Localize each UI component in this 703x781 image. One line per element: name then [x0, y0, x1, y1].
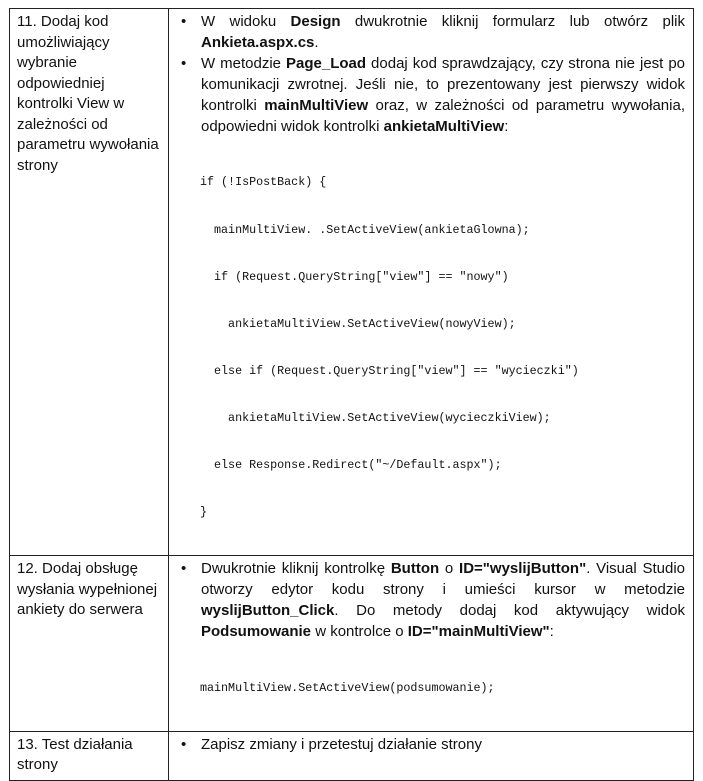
bold-run: Design: [290, 13, 341, 30]
bullet-icon: •: [181, 13, 187, 30]
text-run: w kontrolce o: [311, 623, 408, 641]
instructions-table: 11. Dodaj kod umożliwiający wybranie odp…: [9, 7, 694, 781]
text-run: Zapisz zmiany i przetestuj działanie str…: [201, 735, 482, 753]
bullet-icon: •: [181, 55, 187, 72]
text-run: W widoku: [201, 13, 291, 30]
text-run: :: [504, 118, 509, 135]
text-run: W metodzie: [201, 55, 287, 72]
bold-run: Ankieta.aspx.cs: [201, 34, 315, 51]
table-row: 13. Test działania strony • Zapisz zmiany…: [9, 730, 694, 781]
text-run: Dwukrotnie kliknij kontrolkę: [201, 560, 391, 578]
bold-run: mainMultiView: [264, 97, 369, 114]
code-block: if (!IsPostBack) { mainMultiView. .SetAc…: [200, 144, 685, 552]
text-run: oraz, w zależności od parametru wywołani…: [201, 97, 685, 135]
code-line: mainMultiView. .SetActiveView(ankietaGlo…: [200, 222, 530, 237]
step-body: • Dwukrotnie kliknij kontrolkę Button o I…: [168, 555, 694, 732]
bullet-icon: •: [181, 735, 187, 753]
text-run: o: [439, 560, 460, 578]
step-body: • Zapisz zmiany i przetestuj działanie st…: [168, 730, 694, 781]
list-item: • Dwukrotnie kliknij kontrolkę Button o I…: [179, 558, 685, 642]
code-line: mainMultiView.SetActiveView(podsumowanie…: [200, 680, 495, 695]
bold-run: ID="wyslijButton": [459, 560, 587, 578]
text-run: :: [549, 623, 554, 641]
code-line: ankietaMultiView.SetActiveView(nowyView)…: [200, 316, 516, 331]
table-row: 12. Dodaj obsługę wysłania wypełnionej a…: [9, 555, 694, 732]
list-item: • Zapisz zmiany i przetestuj działanie st…: [179, 734, 685, 755]
bold-run: Button: [390, 560, 440, 578]
text-run: .: [314, 34, 319, 51]
code-block: mainMultiView.SetActiveView(podsumowanie…: [200, 649, 685, 728]
text-run: . Do metody dodaj kod aktywujący widok: [334, 602, 685, 620]
bold-run: Page_Load: [286, 55, 367, 72]
bullet-text: Zapisz zmiany i przetestuj działanie str…: [201, 736, 482, 753]
step-label: 13. Test działania strony: [9, 730, 169, 781]
list-item: • W widoku Design dwukrotnie kliknij form…: [179, 11, 685, 53]
text-run: dodaj kod sprawdzający, czy strona nie j…: [201, 55, 686, 114]
bold-run: wyslijButton_Click: [201, 602, 335, 620]
step-body: • W widoku Design dwukrotnie kliknij form…: [168, 7, 694, 557]
bullet-text: W metodzie Page_Load dodaj kod sprawdzaj…: [201, 55, 685, 135]
code-line: else Response.Redirect("~/Default.aspx")…: [200, 458, 502, 473]
bold-run: ID="mainMultiView": [407, 623, 550, 641]
code-line: ankietaMultiView.SetActiveView(wycieczki…: [200, 410, 551, 425]
code-line: else if (Request.QueryString["view"] == …: [200, 363, 579, 378]
code-line: if (!IsPostBack) {: [200, 175, 327, 190]
bold-run: Podsumowanie: [201, 623, 312, 641]
code-line: }: [200, 505, 208, 520]
code-line: if (Request.QueryString["view"] == "nowy…: [200, 269, 509, 284]
bullet-text: Dwukrotnie kliknij kontrolkę Button o ID…: [201, 560, 685, 640]
step-label: 12. Dodaj obsługę wysłania wypełnionej a…: [9, 555, 169, 732]
step-label: 11. Dodaj kod umożliwiający wybranie odp…: [9, 7, 169, 557]
bold-run: ankietaMultiView: [383, 118, 505, 135]
bullet-icon: •: [181, 560, 187, 578]
list-item: • W metodzie Page_Load dodaj kod sprawdza…: [179, 53, 685, 137]
table-row: 11. Dodaj kod umożliwiający wybranie odp…: [9, 7, 694, 557]
bullet-text: W widoku Design dwukrotnie kliknij formu…: [201, 13, 685, 51]
text-run: dwukrotnie kliknij formularz lub otwórz …: [340, 13, 685, 30]
